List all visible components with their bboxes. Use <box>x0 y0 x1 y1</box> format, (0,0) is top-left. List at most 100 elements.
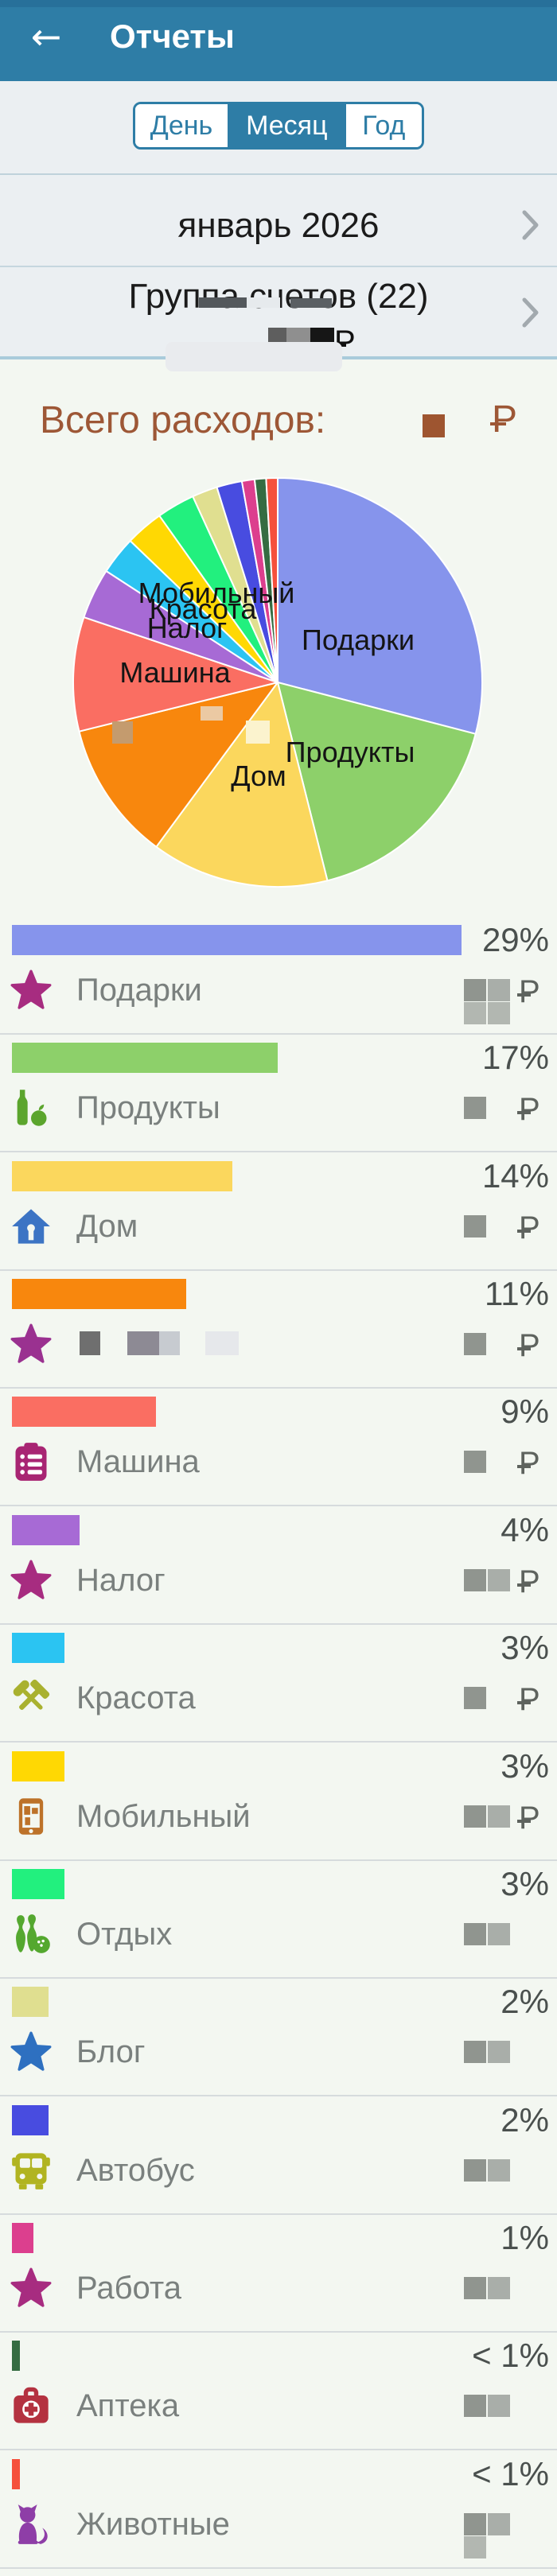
category-list-item-redacted[interactable]: 11% Р <box>0 1276 557 1397</box>
category-bar <box>12 1633 64 1663</box>
category-percent: < 1% <box>472 2455 549 2492</box>
bowling-icon <box>10 1914 52 1955</box>
pie-slice-label: Налог <box>146 612 228 644</box>
category-bar <box>12 1397 156 1427</box>
tools-icon <box>10 1677 52 1719</box>
blur-patch <box>199 297 247 308</box>
item-divider <box>0 2331 557 2333</box>
groceries-icon <box>10 1087 52 1129</box>
category-label: Машина <box>76 1444 200 1479</box>
pie-slice-Продукты[interactable] <box>277 682 477 882</box>
ruble-sign: Р <box>517 1210 540 1245</box>
category-percent: < 1% <box>472 2337 549 2374</box>
blur-patch <box>246 721 270 744</box>
tab-Месяц[interactable]: Месяц <box>228 104 344 147</box>
ruble-sign: Р <box>517 1092 540 1127</box>
star-icon <box>10 969 52 1011</box>
total-expenses-label: Всего расходов: <box>40 399 326 441</box>
redacted-amount-block <box>488 1923 510 1945</box>
account-group-row[interactable]: Группа счетов (22) <box>128 277 429 316</box>
category-label: Работа <box>76 2271 181 2306</box>
house-icon <box>10 1206 52 1247</box>
category-list-item-Блог[interactable]: 2% Блог <box>0 1983 557 2104</box>
category-list-item-Продукты[interactable]: 17% Продукты Р <box>0 1039 557 1160</box>
redacted-amount-block <box>464 2277 486 2299</box>
category-label: Животные <box>76 2507 230 2542</box>
category-list-item-Работа[interactable]: 1% Работа <box>0 2220 557 2341</box>
category-list-item-Красота[interactable]: 3% Красота Р <box>0 1630 557 1750</box>
ruble-sign: Р <box>517 974 540 1009</box>
category-label: Красота <box>76 1680 196 1715</box>
expenses-pie-chart <box>72 476 484 888</box>
item-divider <box>0 1151 557 1152</box>
category-percent: 4% <box>501 1511 549 1548</box>
blur-patch <box>290 298 332 308</box>
category-list-item-Налог[interactable]: 4% Налог Р <box>0 1511 557 1633</box>
redacted-amount-block <box>488 2277 510 2299</box>
category-percent: 3% <box>501 1865 549 1902</box>
category-list-item-Автобус[interactable]: 2% Автобус <box>0 2102 557 2223</box>
category-label: Дом <box>76 1209 138 1244</box>
redacted-amount-block <box>488 1002 510 1024</box>
item-divider <box>0 1859 557 1861</box>
pie-slice-label: Подарки <box>301 624 415 656</box>
clipboard-list-icon <box>10 1441 52 1482</box>
category-label: Отдых <box>76 1917 173 1952</box>
category-bar <box>12 1161 232 1191</box>
pie-slice-Машина[interactable] <box>72 616 278 732</box>
item-divider <box>0 2449 557 2450</box>
category-list-item-Животные[interactable]: < 1% Животные <box>0 2455 557 2576</box>
category-list-item-Машина[interactable]: 9% Машина Р <box>0 1393 557 1514</box>
category-bar <box>12 1987 49 2017</box>
category-percent: 3% <box>501 1747 549 1785</box>
redacted-amount-block <box>488 2513 510 2535</box>
item-divider <box>0 1387 557 1389</box>
category-percent: 17% <box>481 1039 549 1076</box>
redacted-label-block <box>205 1331 239 1355</box>
redacted-label-block <box>80 1331 100 1355</box>
redacted-amount-block <box>464 2159 486 2182</box>
category-list-item-Мобильный[interactable]: 3% Мобильный Р <box>0 1747 557 1869</box>
tab-Год[interactable]: Год <box>343 104 422 147</box>
pie-slice-Животные[interactable] <box>265 476 278 683</box>
category-percent: 2% <box>501 1983 549 2020</box>
pie-slice-label: Мобильный <box>138 577 295 609</box>
redacted-amount-block <box>464 1923 486 1945</box>
redacted-amount-block <box>488 1805 510 1828</box>
pie-slice-label: Машина <box>119 656 231 689</box>
bus-icon <box>10 2150 52 2191</box>
item-divider <box>0 2567 557 2569</box>
category-label: Блог <box>76 2034 146 2069</box>
category-percent: 29% <box>481 921 549 958</box>
item-divider <box>0 1033 557 1035</box>
redacted-amount-block <box>464 2536 486 2559</box>
redacted-amount-block <box>488 2041 510 2063</box>
pie-slice-Подарки[interactable] <box>277 477 484 735</box>
category-bar <box>12 2459 20 2489</box>
back-arrow-icon[interactable]: ← <box>30 15 62 58</box>
tab-День[interactable]: День <box>135 104 228 147</box>
page-title: Отчеты <box>110 17 235 55</box>
period-row[interactable]: январь 2026 <box>177 206 380 245</box>
period-segmented-control: День Месяц Год <box>133 102 424 150</box>
category-list-item-Отдых[interactable]: 3% Отдых <box>0 1865 557 1987</box>
category-label: Мобильный <box>76 1799 251 1834</box>
category-list-item-Дом[interactable]: 14% Дом Р <box>0 1158 557 1279</box>
first-aid-icon <box>10 2385 52 2426</box>
phone-icon <box>10 1796 52 1837</box>
category-bar <box>12 2105 49 2135</box>
pie-slice-Дом[interactable] <box>155 682 329 888</box>
category-bar <box>12 2341 20 2371</box>
category-bar <box>12 1279 186 1309</box>
category-list-item-Подарки[interactable]: 29% Подарки Р <box>0 921 557 1043</box>
category-bar <box>12 2223 33 2253</box>
category-bar <box>12 1869 64 1899</box>
redacted-label-block <box>159 1331 180 1355</box>
item-divider <box>0 1977 557 1979</box>
category-list-item-Аптека[interactable]: < 1% Аптека <box>0 2337 557 2458</box>
redacted-amount-block <box>488 2159 510 2182</box>
item-divider <box>0 2213 557 2215</box>
pie-slice-label: Красота <box>149 593 257 625</box>
category-label: Автобус <box>76 2153 195 2188</box>
ruble-sign: Р <box>517 1446 540 1481</box>
